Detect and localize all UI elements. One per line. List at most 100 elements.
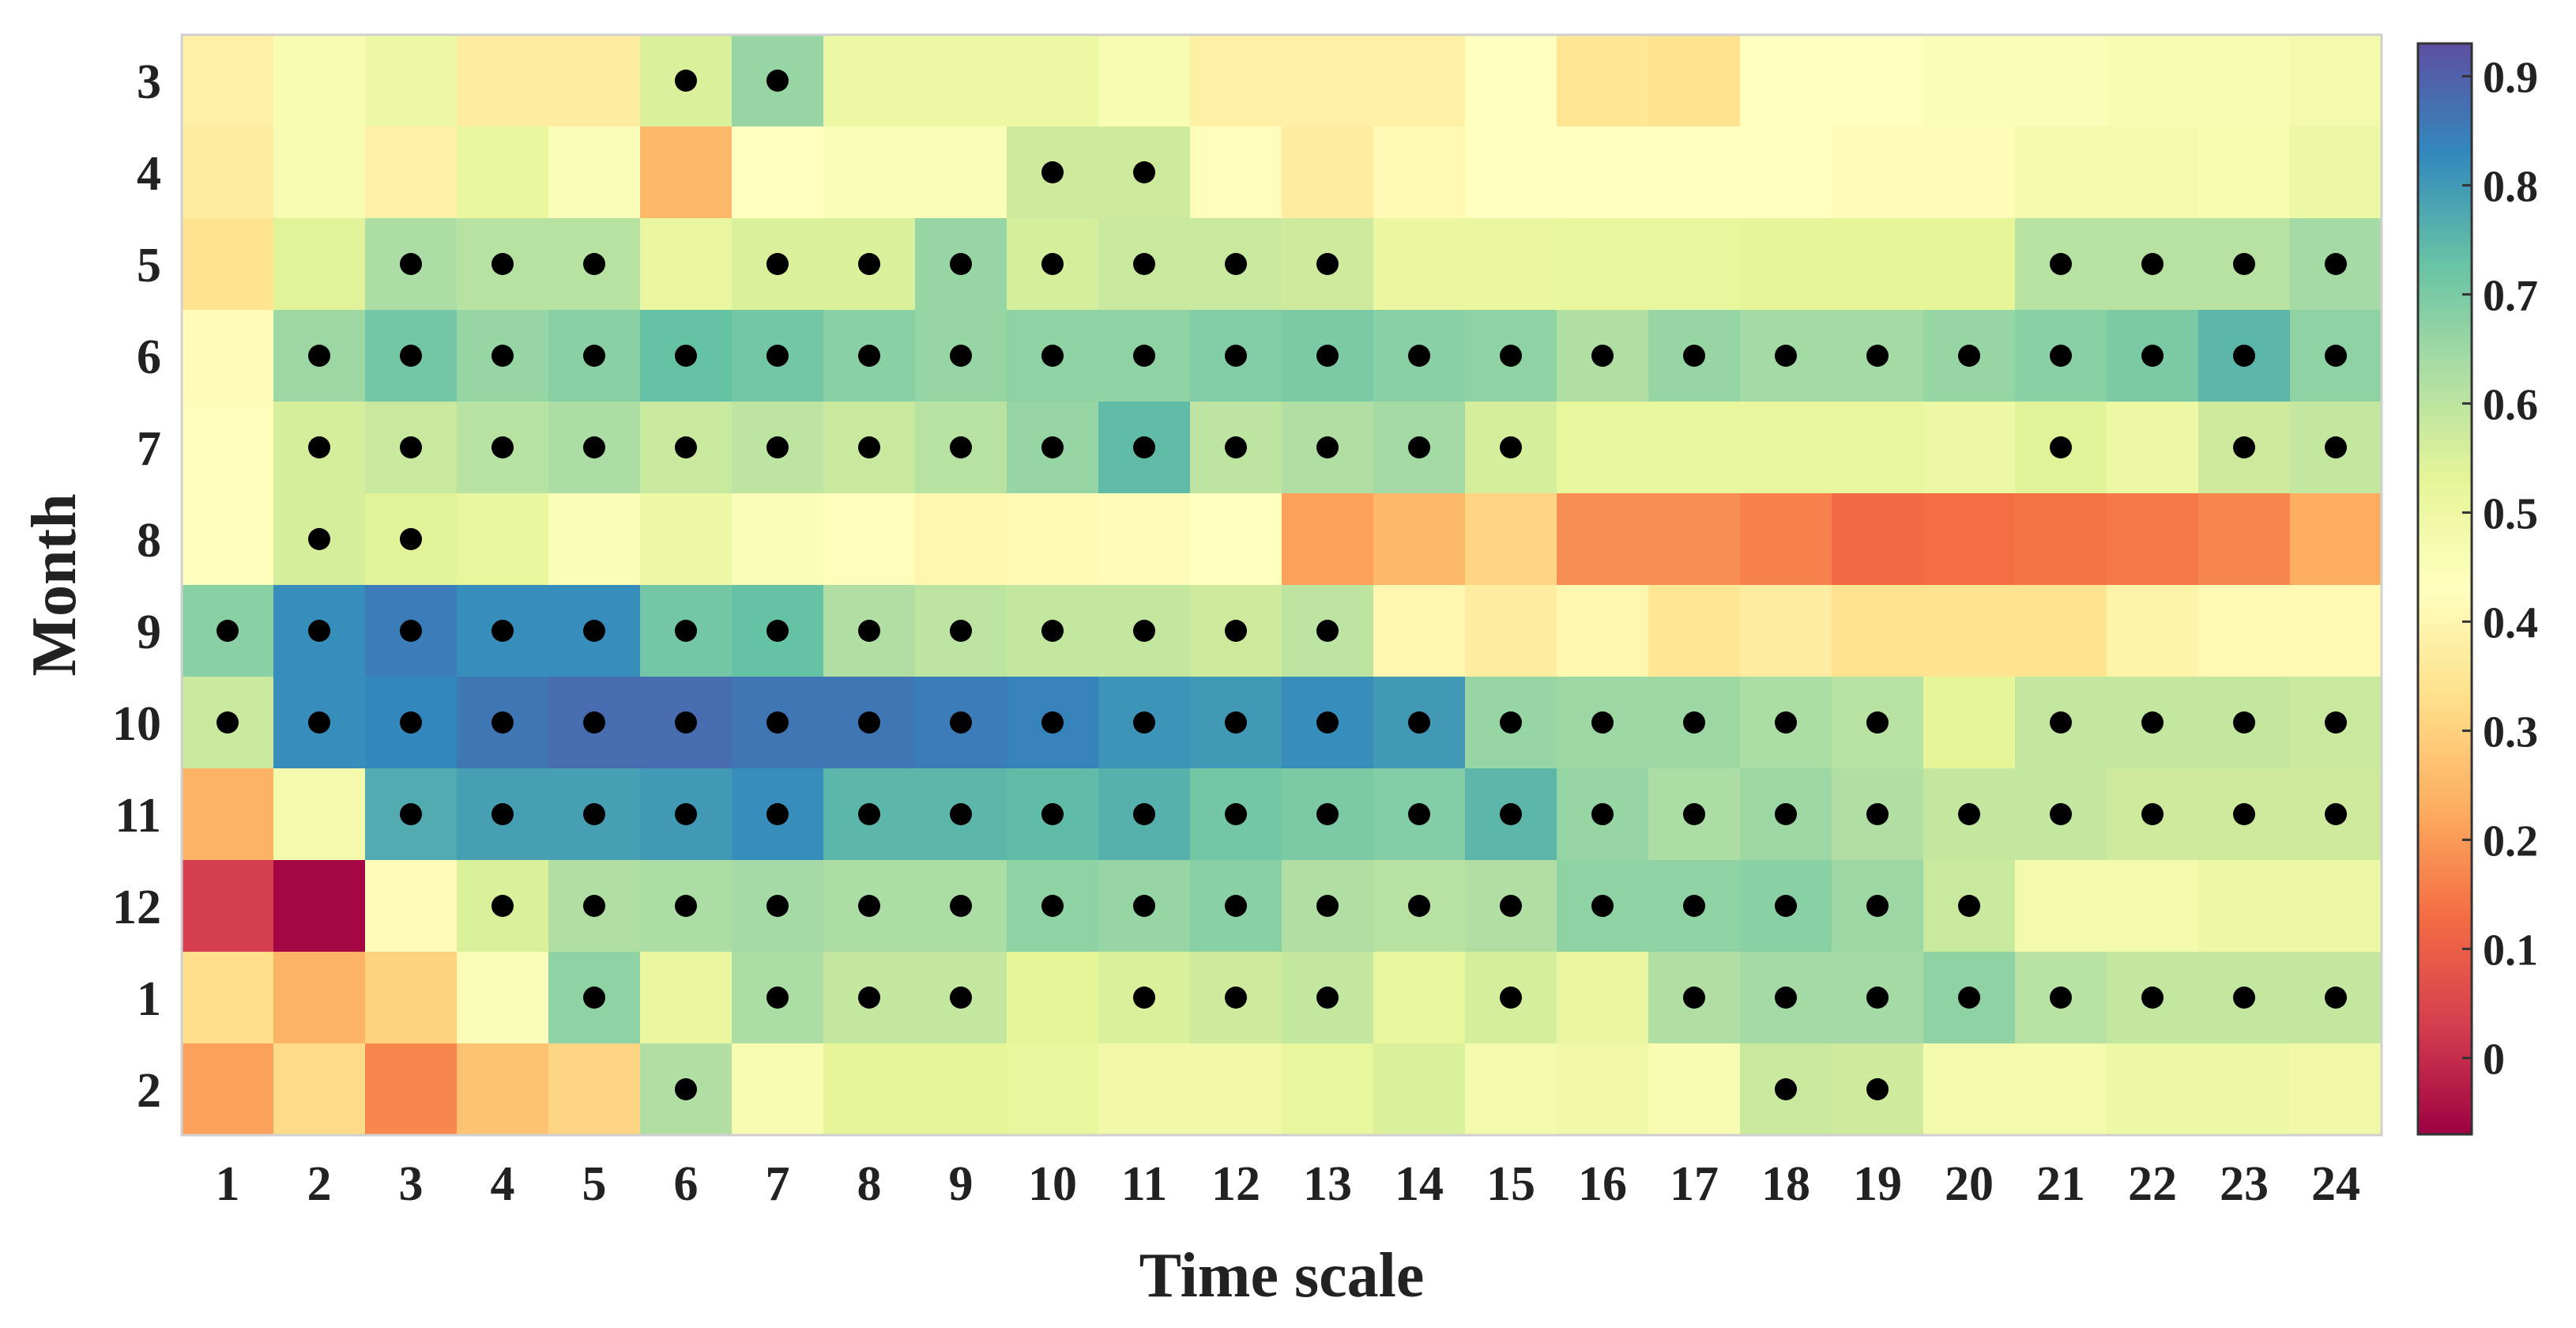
y-tick-label: 6 <box>137 330 161 384</box>
significance-marker <box>1316 620 1339 642</box>
x-tick-label: 15 <box>1486 1157 1535 1211</box>
x-tick-label: 5 <box>582 1157 607 1211</box>
significance-marker <box>2050 711 2072 734</box>
heatmap-cell <box>1832 126 1924 219</box>
heatmap-cell <box>1373 126 1466 219</box>
x-tick-label: 14 <box>1395 1157 1444 1211</box>
significance-marker <box>308 620 330 642</box>
y-tick-label: 12 <box>112 881 161 934</box>
heatmap-cell <box>182 35 274 127</box>
heatmap-cell <box>457 35 549 127</box>
significance-marker <box>1500 803 1522 825</box>
x-tick-label: 6 <box>674 1157 699 1211</box>
significance-marker <box>858 895 880 917</box>
heatmap-cell <box>182 126 274 219</box>
heatmap-cell <box>1098 493 1191 586</box>
colorbar-tick-label: 0.4 <box>2483 598 2538 647</box>
significance-marker <box>1866 711 1889 734</box>
heatmap-cell <box>457 1043 549 1136</box>
heatmap-cell <box>1740 218 1832 311</box>
heatmap-cell <box>1190 1043 1282 1136</box>
heatmap-cell <box>1923 585 2016 677</box>
significance-marker <box>1225 436 1247 458</box>
significance-marker <box>950 895 972 917</box>
heatmap-cell <box>2198 126 2291 219</box>
significance-marker <box>950 345 972 367</box>
significance-marker <box>950 436 972 458</box>
x-tick-label: 9 <box>949 1157 974 1211</box>
significance-markers <box>217 70 2347 1100</box>
significance-marker <box>1041 620 1064 642</box>
significance-marker <box>491 345 514 367</box>
heatmap-cell <box>1373 952 1466 1044</box>
x-tick-label: 10 <box>1028 1157 1077 1211</box>
significance-marker <box>400 711 422 734</box>
significance-marker <box>1775 895 1797 917</box>
heatmap-cell <box>1190 35 1282 127</box>
significance-marker <box>1225 620 1247 642</box>
heatmap-cell <box>2107 35 2199 127</box>
heatmap-cell <box>915 1043 1007 1136</box>
significance-marker <box>1133 803 1155 825</box>
heatmap-cell <box>1740 126 1832 219</box>
heatmap-cell <box>640 126 733 219</box>
significance-marker <box>858 987 880 1009</box>
significance-marker <box>1225 711 1247 734</box>
heatmap-cell <box>2290 126 2382 219</box>
significance-marker <box>950 620 972 642</box>
significance-marker <box>675 1078 697 1100</box>
significance-marker <box>308 436 330 458</box>
heatmap-cell <box>2107 860 2199 953</box>
significance-marker <box>583 345 605 367</box>
heatmap-cell <box>182 768 274 861</box>
significance-marker <box>1500 711 1522 734</box>
significance-marker <box>308 711 330 734</box>
significance-marker <box>1041 436 1064 458</box>
significance-marker <box>1958 345 1980 367</box>
significance-marker <box>2233 987 2255 1009</box>
significance-marker <box>583 895 605 917</box>
y-tick-label: 4 <box>137 147 161 201</box>
heatmap-cell <box>2107 402 2199 494</box>
heatmap-cell <box>1373 1043 1466 1136</box>
significance-marker <box>1133 987 1155 1009</box>
heatmap-cell <box>915 35 1007 127</box>
colorbar-tick-label: 0.2 <box>2483 817 2538 866</box>
significance-marker <box>1500 987 1522 1009</box>
significance-marker <box>1591 895 1614 917</box>
x-tick-label: 12 <box>1211 1157 1260 1211</box>
significance-marker <box>491 895 514 917</box>
x-tick-labels: 1 2 3 4 5 6 7 8 9 10 11 12 13 14 15 16 17 18 19 20 21 22 23 24 <box>216 1157 2361 1211</box>
significance-marker <box>2141 803 2164 825</box>
y-tick-label: 9 <box>137 606 161 659</box>
significance-marker <box>400 436 422 458</box>
significance-marker <box>2141 253 2164 275</box>
significance-marker <box>583 987 605 1009</box>
significance-marker <box>1133 711 1155 734</box>
heatmap-cell <box>365 126 458 219</box>
heatmap-cell <box>823 35 916 127</box>
significance-marker <box>2141 987 2164 1009</box>
heatmap-cell <box>1007 35 1099 127</box>
significance-marker <box>1408 436 1430 458</box>
heatmap-cell <box>1557 35 1649 127</box>
heatmap-cell <box>273 126 366 219</box>
heatmap-cell <box>182 860 274 953</box>
significance-marker <box>2050 803 2072 825</box>
x-tick-label: 24 <box>2311 1157 2360 1211</box>
heatmap-cell <box>732 1043 824 1136</box>
heatmap-cell <box>1648 218 1741 311</box>
significance-marker <box>675 345 697 367</box>
significance-marker <box>2325 253 2347 275</box>
significance-marker <box>1225 253 1247 275</box>
x-tick-label: 16 <box>1578 1157 1627 1211</box>
significance-marker <box>1683 803 1705 825</box>
heatmap-cell <box>365 1043 458 1136</box>
significance-marker <box>583 711 605 734</box>
heatmap-cell <box>1282 1043 1374 1136</box>
significance-marker <box>1408 803 1430 825</box>
significance-marker <box>675 620 697 642</box>
significance-marker <box>1591 803 1614 825</box>
significance-marker <box>400 253 422 275</box>
